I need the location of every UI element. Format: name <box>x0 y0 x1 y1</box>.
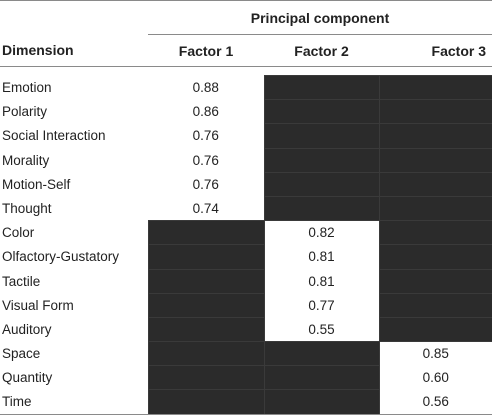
dimension-cell: Visual Form <box>2 297 74 313</box>
loading-value-cell: 0.74 <box>192 200 219 216</box>
dimension-cell: Space <box>2 346 41 362</box>
column-header-row: Dimension Factor 1 Factor 2 Factor 3 <box>0 34 492 67</box>
column-header-factor-2: Factor 2 <box>264 34 379 67</box>
dimension-cell: Motion-Self <box>2 176 71 192</box>
loading-value-cell: 0.76 <box>192 152 219 168</box>
shaded-cell <box>378 147 492 173</box>
loading-value-cell: 0.81 <box>308 249 335 265</box>
dimension-cell: Social Interaction <box>2 128 106 144</box>
table-row: Quantity 0.60 <box>0 365 492 391</box>
loading-value-cell: 0.77 <box>308 297 335 313</box>
table-row: Space 0.85 <box>0 341 492 367</box>
shaded-cell <box>263 147 380 173</box>
shaded-cell <box>147 365 265 391</box>
dimension-cell: Polarity <box>2 104 48 120</box>
loading-value-cell: 0.60 <box>422 370 449 386</box>
table-row: Visual Form 0.77 <box>0 292 492 318</box>
table-row: Social Interaction 0.76 <box>0 123 492 149</box>
shaded-cell <box>378 292 492 318</box>
shaded-cell <box>147 292 265 318</box>
loading-value-cell: 0.88 <box>192 80 219 96</box>
dimension-cell: Auditory <box>2 321 52 337</box>
group-header-blank <box>0 0 148 35</box>
group-header-row: Principal component <box>0 0 492 35</box>
shaded-cell <box>147 244 265 270</box>
dimension-cell: Time <box>0 389 148 415</box>
shaded-cell <box>147 268 265 294</box>
table-row: Color 0.82 <box>0 220 492 246</box>
column-header-dimension: Dimension <box>0 34 148 67</box>
column-header-factor-3: Factor 3 <box>379 34 492 67</box>
shaded-cell <box>263 74 380 101</box>
shaded-cell <box>263 389 380 415</box>
table-row: Tactile 0.81 <box>0 268 492 294</box>
loading-value-cell: 0.85 <box>422 346 449 362</box>
shaded-cell <box>263 123 380 149</box>
shaded-cell <box>147 389 265 415</box>
shaded-cell <box>263 365 380 391</box>
shaded-cell <box>378 123 492 149</box>
table-row: Polarity 0.86 <box>0 99 492 125</box>
table-row: Emotion 0.88 <box>0 74 492 101</box>
dimension-cell: Color <box>2 225 35 241</box>
table-row: Motion-Self 0.76 <box>0 171 492 197</box>
loading-value-cell: 0.86 <box>192 104 219 120</box>
shaded-cell <box>147 316 265 343</box>
table-body: Emotion 0.88 Polarity 0.86 Social Interactio… <box>0 67 492 415</box>
table-row: Olfactory-Gustatory 0.81 <box>0 244 492 270</box>
loading-value-cell: 0.55 <box>308 321 335 337</box>
loading-value-cell: 0.81 <box>308 273 335 289</box>
dimension-cell: Thought <box>2 201 52 217</box>
shaded-cell <box>378 74 492 101</box>
table-row: Time 0.56 <box>0 389 492 415</box>
shaded-cell <box>378 220 492 246</box>
dimension-cell: Tactile <box>2 273 41 289</box>
shaded-cell <box>378 268 492 294</box>
shaded-cell <box>378 195 492 222</box>
dimension-cell: Olfactory-Gustatory <box>2 249 120 265</box>
loading-value-cell: 0.56 <box>379 389 492 415</box>
shaded-cell <box>147 341 265 367</box>
table-row: Thought 0.74 <box>0 195 492 222</box>
dimension-cell: Emotion <box>2 80 52 96</box>
spacer-row <box>0 67 492 76</box>
column-header-factor-1: Factor 1 <box>148 34 264 67</box>
table-row: Auditory 0.55 <box>0 316 492 343</box>
shaded-cell <box>378 316 492 343</box>
shaded-cell <box>263 99 380 125</box>
group-header-principal-component: Principal component <box>148 0 492 35</box>
loading-value-cell: 0.76 <box>192 128 219 144</box>
shaded-cell <box>263 195 380 222</box>
dimension-cell: Quantity <box>2 370 53 386</box>
loading-value-cell: 0.76 <box>192 176 219 192</box>
loading-value-cell: 0.82 <box>308 225 335 241</box>
shaded-cell <box>378 171 492 197</box>
shaded-cell <box>378 99 492 125</box>
shaded-cell <box>263 341 380 367</box>
shaded-cell <box>147 220 265 246</box>
shaded-cell <box>263 171 380 197</box>
shaded-cell <box>378 244 492 270</box>
dimension-cell: Morality <box>2 152 50 168</box>
table-row: Morality 0.76 <box>0 147 492 173</box>
